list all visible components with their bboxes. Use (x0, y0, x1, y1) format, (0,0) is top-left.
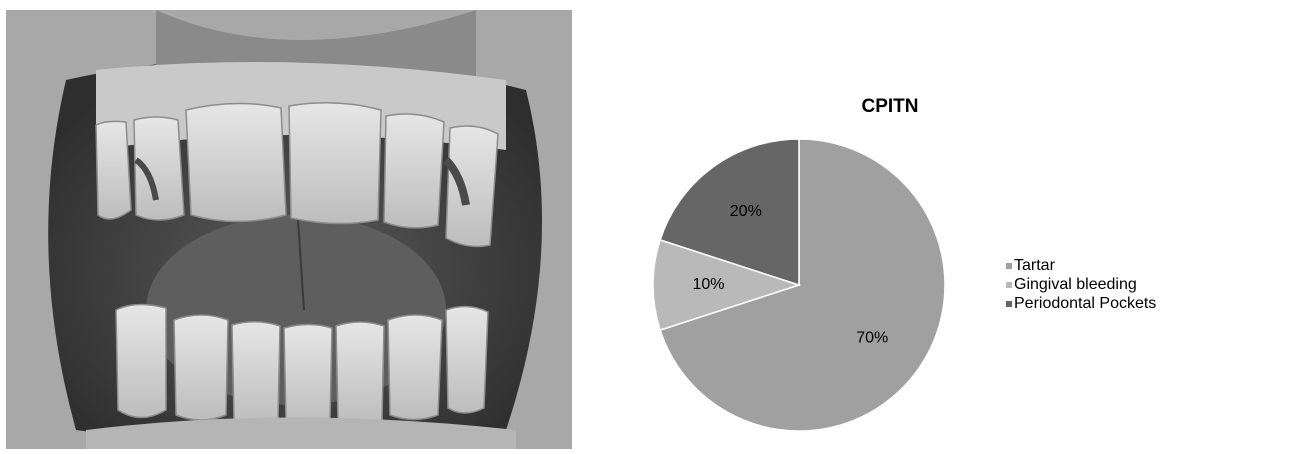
dental-photo-illustration (6, 10, 572, 449)
legend-swatch-gingival-bleeding (1006, 281, 1012, 288)
legend-swatch-tartar (1006, 262, 1012, 269)
pie-slice-tartar (659, 138, 946, 432)
pie-slice-gingival-bleeding (652, 238, 802, 332)
cpitn-chart: CPITN 70% 10% 20% Tartar Gingival bleeding P… (600, 0, 1305, 449)
pie-slice-periodontal-pockets (659, 138, 800, 287)
data-label-periodontal-pockets: 20% (730, 203, 762, 220)
data-label-gingival-bleeding: 10% (692, 276, 724, 293)
dental-photo (6, 10, 572, 449)
data-label-tartar: 70% (856, 329, 888, 346)
legend-swatch-periodontal-pockets (1006, 300, 1012, 307)
legend-label-tartar: Tartar (1014, 257, 1055, 274)
legend-label-periodontal-pockets: Periodontal Pockets (1014, 295, 1157, 312)
pie-chart: 70% 10% 20% (652, 138, 946, 432)
legend-item-tartar: Tartar (1006, 256, 1156, 275)
legend-item-periodontal-pockets: Periodontal Pockets (1006, 294, 1156, 313)
chart-legend: Tartar Gingival bleeding Periodontal Pocke… (1006, 256, 1156, 313)
chart-title: CPITN (861, 96, 919, 117)
legend-item-gingival-bleeding: Gingival bleeding (1006, 275, 1156, 294)
legend-label-gingival-bleeding: Gingival bleeding (1014, 276, 1137, 293)
